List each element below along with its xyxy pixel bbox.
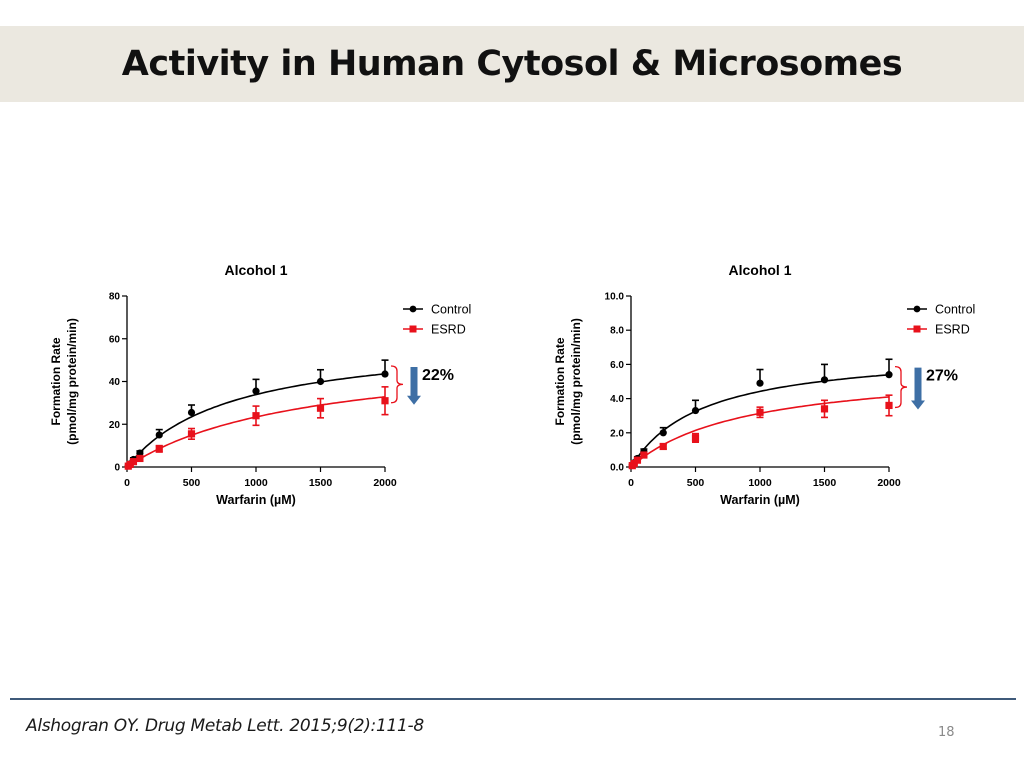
chart-1-x-axis-label: Warfarin (µM) xyxy=(216,493,296,507)
chart-2-y-tick-label: 10.0 xyxy=(605,292,625,303)
chart-2-x-tick-label: 2000 xyxy=(877,477,901,489)
chart-2-down-arrow-icon xyxy=(911,367,925,410)
chart-1-esrd-point xyxy=(155,445,163,453)
title-band: Activity in Human Cytosol & Microsomes xyxy=(0,26,1024,102)
chart-2-legend-control-label: Control xyxy=(935,303,975,317)
chart-1-control-point xyxy=(187,408,196,417)
chart-1-esrd-point xyxy=(187,430,196,438)
chart-2-control-point xyxy=(885,371,893,379)
chart-1-y-tick-label: 40 xyxy=(109,377,121,388)
chart-1-reduction-bracket xyxy=(390,365,404,404)
chart-1-esrd-point xyxy=(316,404,325,412)
chart-1-legend-esrd-marker xyxy=(409,325,417,333)
chart-1-legend-control-marker xyxy=(409,305,417,313)
chart-microsomes: Alcohol 1 0.0 2.0 4.0 6.0 8.0 10.0 0 500 1000 1500… xyxy=(553,262,975,507)
chart-1-esrd-point xyxy=(136,454,144,463)
chart-1-x-tick-label: 0 xyxy=(124,477,130,489)
chart-2-control-point xyxy=(756,379,764,387)
chart-1-y-tick-label: 60 xyxy=(109,334,121,345)
chart-2-esrd-point xyxy=(885,401,893,410)
chart-2-legend-control-marker xyxy=(913,305,921,313)
chart-2-y-tick-label: 2.0 xyxy=(610,428,624,439)
chart-1-x-tick-label: 1500 xyxy=(309,477,333,489)
chart-2-x-tick-label: 1000 xyxy=(748,477,772,489)
chart-1-y-axis-label: Formation Rate (pmol/mg protein/min) xyxy=(49,318,79,445)
chart-2-control-point xyxy=(820,376,829,384)
chart-2-x-tick-label: 1500 xyxy=(813,477,837,489)
chart-2-control-point xyxy=(691,406,700,415)
chart-2-y-tick-label: 8.0 xyxy=(610,326,624,337)
chart-1-control-point xyxy=(155,431,163,439)
chart-1-x-tick-label: 1000 xyxy=(244,477,268,489)
page-number: 18 xyxy=(938,725,955,740)
chart-1-control-point xyxy=(316,377,325,386)
chart-1-down-arrow-icon xyxy=(407,367,421,405)
chart-1-x-tick-label: 2000 xyxy=(373,477,397,489)
chart-2-y-axis-label: Formation Rate (pmol/mg protein/min) xyxy=(553,318,583,445)
chart-1-y-axis-label-line1: Formation Rate xyxy=(49,337,63,425)
chart-2-esrd-point xyxy=(691,434,700,442)
chart-1-legend-control-label: Control xyxy=(431,303,471,317)
chart-2-y-tick-label: 6.0 xyxy=(610,360,624,371)
chart-1-reduction-label: 22% xyxy=(422,367,454,384)
chart-2-reduction-label: 27% xyxy=(926,368,958,385)
chart-2-y-tick-label: 0.0 xyxy=(610,463,624,474)
chart-2-control-point xyxy=(659,429,667,437)
chart-2-y-axis-label-line1: Formation Rate xyxy=(553,337,567,425)
chart-1-esrd-point xyxy=(252,412,260,420)
chart-2-esrd-point xyxy=(640,451,648,459)
chart-1-esrd-point xyxy=(129,458,138,466)
chart-1-control-point xyxy=(381,370,389,378)
chart-2-legend-esrd-marker xyxy=(913,325,921,333)
bottom-rule xyxy=(10,698,1016,700)
chart-1-y-tick-label: 80 xyxy=(109,292,121,303)
slide-title: Activity in Human Cytosol & Microsomes xyxy=(121,44,903,84)
chart-2-esrd-point xyxy=(659,442,667,451)
chart-2-y-axis-label-line2: (pmol/mg protein/min) xyxy=(569,318,583,445)
chart-2-esrd-point xyxy=(756,408,764,416)
chart-2-esrd-point xyxy=(633,456,642,464)
chart-1-y-tick-label: 0 xyxy=(114,463,120,474)
chart-2-title: Alcohol 1 xyxy=(728,262,791,278)
chart-1-legend-esrd-label: ESRD xyxy=(431,323,466,337)
chart-1-title: Alcohol 1 xyxy=(224,262,287,278)
chart-2-x-tick-label: 500 xyxy=(687,477,705,489)
chart-1-x-tick-label: 500 xyxy=(183,477,201,489)
chart-2-esrd-point xyxy=(820,405,829,413)
chart-1-control-point xyxy=(252,387,260,395)
chart-2-control-fit-curve xyxy=(630,374,890,468)
chart-2-x-tick-label: 0 xyxy=(628,477,634,489)
chart-2-reduction-bracket xyxy=(894,366,908,409)
chart-1-esrd-point xyxy=(381,397,389,405)
chart-2-legend-esrd-label: ESRD xyxy=(935,323,970,337)
citation: Alshogran OY. Drug Metab Lett. 2015;9(2)… xyxy=(26,716,424,736)
chart-2-y-tick-label: 4.0 xyxy=(610,394,624,405)
chart-2-x-axis-label: Warfarin (µM) xyxy=(720,493,800,507)
chart-cytosol: Alcohol 1 0 20 40 60 80 0 500 1000 1500 2000 Warfar… xyxy=(49,262,471,507)
chart-1-y-axis-label-line2: (pmol/mg protein/min) xyxy=(65,318,79,445)
chart-1-y-tick-label: 20 xyxy=(109,420,121,431)
